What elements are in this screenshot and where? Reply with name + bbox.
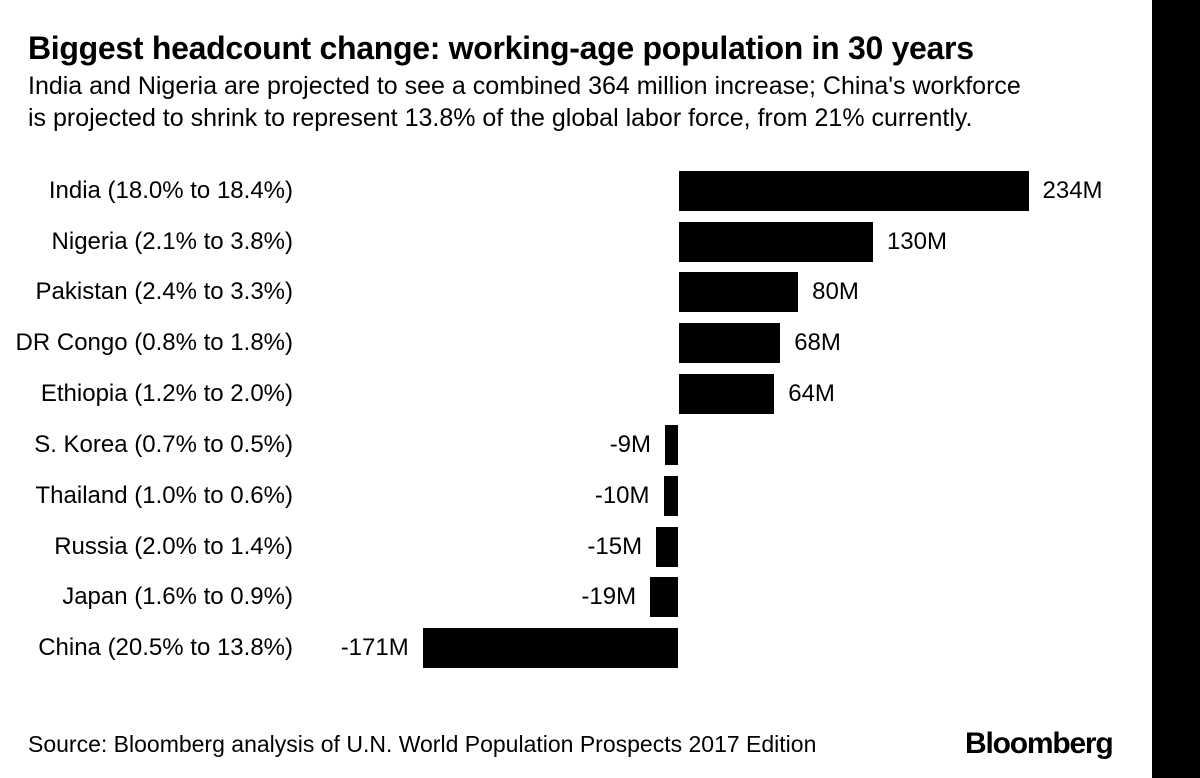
- value-label: -15M: [587, 532, 643, 560]
- value-label: 80M: [812, 278, 859, 306]
- category-label: Japan (1.6% to 0.9%): [62, 583, 293, 611]
- bloomberg-logo: Bloomberg: [965, 727, 1114, 760]
- right-edge-strip: [1152, 0, 1200, 778]
- chart-subtitle-line-2: is projected to shrink to represent 13.8…: [28, 104, 973, 132]
- bar: [678, 170, 1029, 211]
- bar: [678, 272, 799, 313]
- category-label: S. Korea (0.7% to 0.5%): [34, 430, 293, 458]
- value-label: -9M: [609, 430, 652, 458]
- category-label: DR Congo (0.8% to 1.8%): [15, 329, 293, 357]
- value-label: 234M: [1042, 176, 1103, 204]
- value-label: 64M: [788, 380, 835, 408]
- value-label: -19M: [581, 583, 637, 611]
- value-label: 68M: [794, 329, 841, 357]
- category-label: Russia (2.0% to 1.4%): [54, 532, 293, 560]
- chart-subtitle-line-1: India and Nigeria are projected to see a…: [28, 72, 1021, 100]
- category-label: Ethiopia (1.2% to 2.0%): [40, 380, 293, 408]
- value-label: -10M: [594, 481, 650, 509]
- value-label: 130M: [886, 227, 947, 255]
- category-label: China (20.5% to 13.8%): [38, 634, 293, 662]
- category-label: Pakistan (2.4% to 3.3%): [35, 278, 293, 306]
- bar: [650, 577, 679, 618]
- bar: [422, 628, 679, 669]
- chart-title: Biggest headcount change: working-age po…: [28, 30, 974, 66]
- bar: [656, 526, 679, 567]
- chart-subtitle: India and Nigeria are projected to see a…: [28, 70, 1021, 134]
- category-label: India (18.0% to 18.4%): [48, 176, 293, 204]
- bar: [678, 221, 873, 262]
- source-note: Source: Bloomberg analysis of U.N. World…: [28, 731, 817, 757]
- bar: [663, 475, 679, 516]
- category-label: Thailand (1.0% to 0.6%): [35, 481, 293, 509]
- category-label: Nigeria (2.1% to 3.8%): [51, 227, 293, 255]
- bar: [678, 374, 775, 415]
- bar: [665, 424, 679, 465]
- bar: [678, 323, 781, 364]
- value-label: -171M: [340, 634, 409, 662]
